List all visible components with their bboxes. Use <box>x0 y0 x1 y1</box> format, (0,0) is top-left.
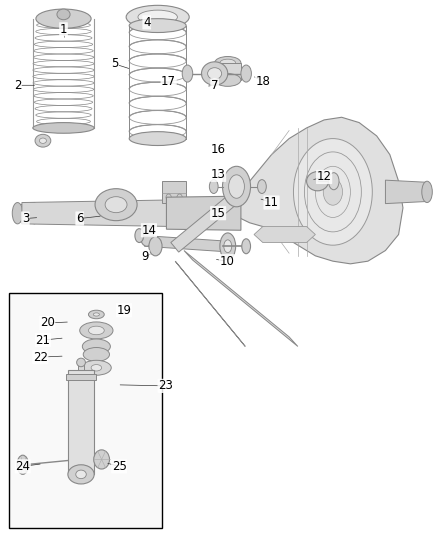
Ellipse shape <box>81 360 111 375</box>
Ellipse shape <box>126 5 189 29</box>
Text: 4: 4 <box>143 16 151 29</box>
Polygon shape <box>145 236 223 252</box>
Ellipse shape <box>307 172 328 191</box>
Ellipse shape <box>68 465 94 484</box>
Text: 1: 1 <box>60 23 67 36</box>
Text: 20: 20 <box>40 317 55 329</box>
Ellipse shape <box>328 173 339 190</box>
Ellipse shape <box>82 339 110 354</box>
Text: 19: 19 <box>117 304 131 317</box>
Polygon shape <box>385 180 427 204</box>
Ellipse shape <box>209 180 218 193</box>
Ellipse shape <box>224 240 232 253</box>
Text: 22: 22 <box>33 351 48 364</box>
Ellipse shape <box>258 180 266 193</box>
Ellipse shape <box>223 166 251 207</box>
Ellipse shape <box>215 74 241 86</box>
Ellipse shape <box>138 10 177 24</box>
Ellipse shape <box>166 194 171 200</box>
Ellipse shape <box>422 181 432 203</box>
Ellipse shape <box>80 322 113 339</box>
Polygon shape <box>175 261 245 346</box>
Bar <box>78 362 84 376</box>
Text: 3: 3 <box>22 212 29 225</box>
Polygon shape <box>254 227 315 243</box>
Ellipse shape <box>129 19 186 33</box>
Ellipse shape <box>220 233 236 260</box>
Polygon shape <box>237 117 403 264</box>
Text: 21: 21 <box>35 334 50 346</box>
Text: 2: 2 <box>14 79 21 92</box>
Polygon shape <box>166 196 241 230</box>
Ellipse shape <box>17 455 28 474</box>
Text: 23: 23 <box>158 379 173 392</box>
Bar <box>66 374 96 380</box>
Bar <box>68 370 94 474</box>
Text: 11: 11 <box>264 196 279 209</box>
Text: 12: 12 <box>317 171 332 183</box>
Text: 5: 5 <box>111 58 118 70</box>
Ellipse shape <box>35 134 51 147</box>
Polygon shape <box>22 200 175 227</box>
Bar <box>162 181 186 203</box>
Text: 10: 10 <box>219 255 234 268</box>
Ellipse shape <box>215 56 241 69</box>
Text: 9: 9 <box>141 251 149 263</box>
Text: 13: 13 <box>211 168 226 181</box>
Ellipse shape <box>105 197 127 213</box>
Ellipse shape <box>201 62 228 85</box>
Text: 18: 18 <box>255 75 270 87</box>
Text: 24: 24 <box>15 460 30 473</box>
Ellipse shape <box>12 203 23 224</box>
Text: 25: 25 <box>112 460 127 473</box>
Text: 16: 16 <box>211 143 226 156</box>
Ellipse shape <box>177 194 182 200</box>
Text: 15: 15 <box>211 207 226 220</box>
Ellipse shape <box>93 313 99 316</box>
Ellipse shape <box>76 470 86 479</box>
Ellipse shape <box>33 123 94 133</box>
Ellipse shape <box>149 237 162 256</box>
Ellipse shape <box>77 358 85 367</box>
Ellipse shape <box>57 9 70 20</box>
Bar <box>215 63 241 80</box>
Ellipse shape <box>39 138 46 143</box>
Polygon shape <box>184 251 298 346</box>
Polygon shape <box>171 188 245 252</box>
Ellipse shape <box>95 189 137 221</box>
Ellipse shape <box>36 9 91 28</box>
Ellipse shape <box>94 450 110 469</box>
Ellipse shape <box>242 239 251 254</box>
Text: 17: 17 <box>161 75 176 87</box>
Ellipse shape <box>83 348 110 361</box>
Ellipse shape <box>229 175 244 198</box>
Ellipse shape <box>208 68 222 79</box>
Ellipse shape <box>182 65 193 82</box>
Text: 6: 6 <box>76 212 84 225</box>
Ellipse shape <box>323 179 343 205</box>
Ellipse shape <box>135 229 144 243</box>
Text: 7: 7 <box>211 79 219 92</box>
Ellipse shape <box>88 310 104 319</box>
Ellipse shape <box>88 326 104 335</box>
Bar <box>9 293 162 528</box>
Ellipse shape <box>129 132 186 146</box>
Text: 14: 14 <box>141 224 156 237</box>
Ellipse shape <box>220 59 236 67</box>
Ellipse shape <box>293 139 372 245</box>
Ellipse shape <box>140 225 153 246</box>
Polygon shape <box>18 203 35 224</box>
Ellipse shape <box>241 65 251 82</box>
Ellipse shape <box>91 365 102 371</box>
